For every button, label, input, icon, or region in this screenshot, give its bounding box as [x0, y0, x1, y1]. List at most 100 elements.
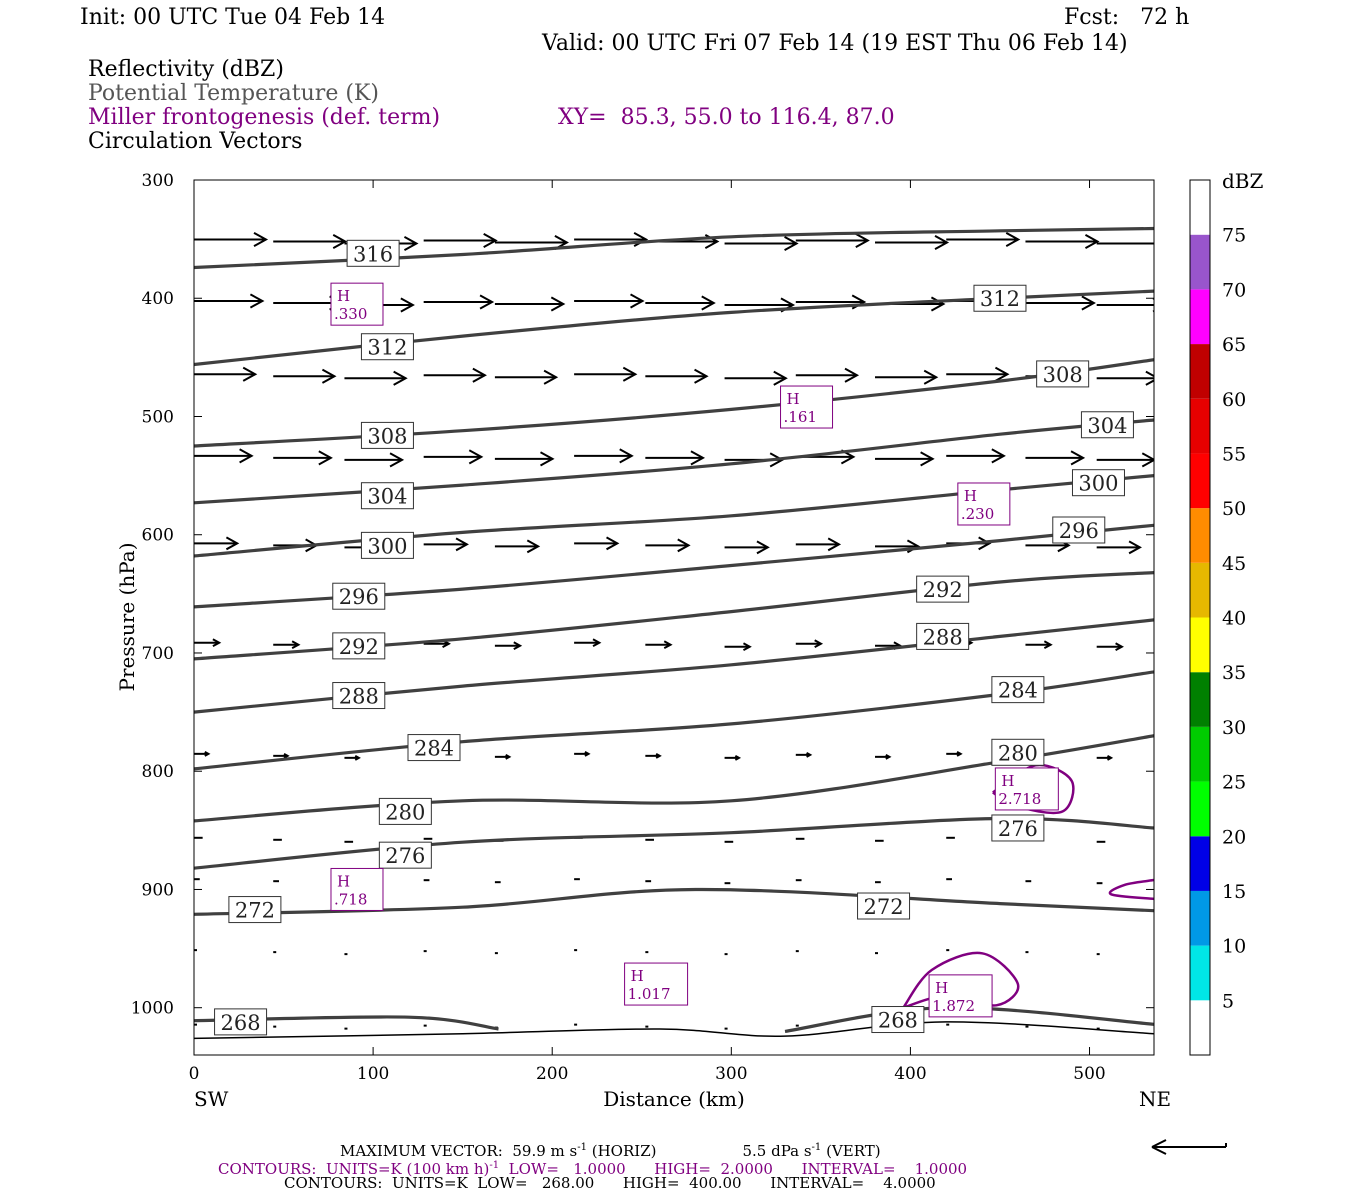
circulation-vector: [423, 537, 469, 552]
svg-text:H: H: [337, 287, 350, 305]
colorbar-swatch: [1190, 344, 1210, 399]
x-tick-label: 100: [357, 1064, 389, 1084]
svg-text:.230: .230: [961, 505, 994, 523]
field-reflectivity: Reflectivity (dBZ): [88, 57, 284, 82]
circulation-vector: [795, 751, 813, 758]
y-tick-label: 900: [142, 880, 174, 900]
theta-label: 292: [916, 575, 970, 603]
circulation-vector: [795, 537, 842, 552]
theta-label: 288: [916, 622, 970, 650]
circulation-vector: [273, 368, 337, 384]
svg-text:308: 308: [1043, 363, 1083, 387]
circulation-vector: [574, 536, 620, 551]
svg-text:280: 280: [998, 741, 1038, 765]
circulation-vector: [494, 641, 523, 651]
frontogenesis-max-label: H.161: [780, 385, 834, 429]
colorbar-label: 25: [1222, 772, 1246, 794]
svg-text:280: 280: [385, 800, 425, 824]
svg-text:276: 276: [998, 817, 1038, 841]
init-time: Init: 00 UTC Tue 04 Feb 14: [80, 5, 386, 30]
circulation-vector: [423, 294, 495, 310]
reference-vector: [1151, 1139, 1227, 1155]
x-right-label: NE: [1139, 1087, 1171, 1111]
theta-label: 276: [378, 841, 432, 869]
circulation-vector: [344, 754, 361, 761]
frontogenesis-max-label: H.718: [330, 867, 384, 911]
circulation-vector: [645, 368, 709, 384]
circulation-vector: [1096, 242, 1154, 245]
svg-text:H: H: [964, 487, 977, 505]
frontogenesis-max-label: H1.017: [624, 962, 689, 1006]
colorbar-label: 20: [1222, 826, 1246, 848]
footer-max-vector: MAXIMUM VECTOR: 59.9 m s-1 (HORIZ) 5.5 dP…: [340, 1139, 881, 1160]
circulation-vector: [724, 540, 770, 555]
colorbar-swatch: [1190, 617, 1210, 673]
circulation-vector: [494, 451, 555, 467]
circulation-vector: [194, 750, 211, 757]
x-tick-label: 0: [189, 1064, 200, 1084]
svg-text:.718: .718: [334, 890, 367, 908]
max-vector-vert: 5.5 dPa s: [742, 1142, 812, 1160]
colorbar-label: 70: [1222, 279, 1246, 301]
circulation-vector: [1096, 370, 1154, 386]
svg-text:296: 296: [1059, 519, 1099, 543]
circulation-vector: [273, 640, 301, 650]
svg-text:288: 288: [923, 625, 963, 649]
circulation-vector: [494, 539, 541, 554]
circulation-vector: [1025, 295, 1096, 311]
y-tick-label: 800: [142, 762, 174, 782]
theta-label: 308: [360, 421, 414, 449]
circulation-vector: [574, 638, 602, 648]
circulation-vector: [645, 295, 716, 311]
colorbar-swatch: [1190, 453, 1210, 509]
field-circulation-vectors: Circulation Vectors: [88, 129, 303, 154]
frontogenesis-max-label: H.330: [330, 282, 384, 326]
colorbar-swatch: [1190, 234, 1210, 290]
circulation-vector: [1025, 234, 1100, 249]
theta-label: 268: [214, 1008, 268, 1036]
field-frontogenesis: Miller frontogenesis (def. term): [88, 105, 441, 130]
circulation-vector: [1096, 540, 1142, 555]
circulation-vector: [194, 638, 222, 648]
theta-label: 280: [378, 797, 432, 825]
theta-contour: [194, 358, 1154, 448]
circulation-vector: [194, 232, 269, 247]
colorbar-label: 5: [1222, 990, 1234, 1012]
colorbar-swatch: [1190, 289, 1210, 345]
circulation-vector: [795, 639, 824, 649]
circulation-vector: [494, 296, 566, 312]
fronto-units: CONTOURS: UNITS=K (100 km h): [218, 1160, 490, 1178]
theta-contour: [194, 418, 1154, 505]
colorbar-label: 15: [1222, 881, 1246, 903]
circulation-vector: [273, 450, 333, 466]
theta-label: 308: [1036, 360, 1090, 388]
y-axis-label: Pressure (hPa): [115, 543, 139, 692]
colorbar-swatch: [1190, 836, 1210, 891]
svg-text:304: 304: [367, 485, 407, 509]
terrain-line: [194, 1021, 1154, 1040]
y-tick-label: 600: [142, 526, 174, 546]
circulation-vector: [494, 369, 559, 385]
circulation-vector: [875, 369, 939, 385]
circulation-vector: [574, 293, 645, 309]
circulation-vector: [795, 233, 870, 248]
theta-label: 284: [991, 676, 1045, 704]
field-potential-temperature: Potential Temperature (K): [88, 81, 379, 106]
theta-label: 300: [1071, 469, 1125, 497]
circulation-vector: [344, 452, 405, 468]
circulation-vector: [344, 370, 408, 386]
svg-text:292: 292: [923, 578, 963, 602]
svg-text:272: 272: [864, 895, 904, 919]
circulation-vector: [194, 293, 265, 309]
theta-label: 272: [228, 896, 282, 924]
theta-label: 284: [407, 734, 461, 762]
frontogenesis-max-label: H.230: [957, 482, 1011, 526]
x-tick-label: 300: [715, 1064, 747, 1084]
circulation-vector: [724, 236, 799, 251]
max-vector-vert-unit: (VERT): [821, 1142, 881, 1160]
forecast-hour: Fcst: 72 h: [1064, 5, 1190, 30]
y-tick-label: 400: [142, 289, 174, 309]
theta-label: 312: [973, 284, 1027, 312]
circulation-vector: [645, 640, 673, 650]
